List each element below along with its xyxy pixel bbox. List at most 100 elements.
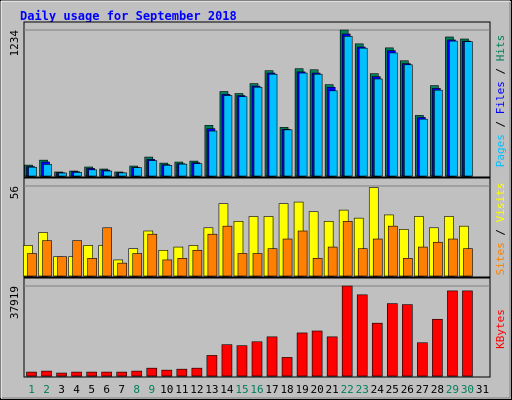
x-tick-label: 18: [280, 383, 293, 396]
bar: [372, 238, 383, 277]
bar: [371, 322, 383, 377]
bar: [73, 172, 82, 177]
bar: [343, 36, 353, 177]
bar: [176, 368, 188, 377]
bar: [86, 371, 97, 377]
chart-title: Daily usage for September 2018: [20, 9, 237, 23]
x-tick-label: 25: [386, 383, 399, 396]
x-tick-label: 10: [160, 383, 173, 396]
bar: [251, 341, 263, 377]
x-tick-label: 29: [446, 383, 459, 396]
bar: [463, 248, 473, 277]
bar: [282, 238, 293, 277]
bar: [238, 96, 248, 177]
bar: [132, 253, 143, 277]
bar: [56, 372, 67, 377]
x-tick-label: 2: [43, 383, 50, 396]
bar: [28, 166, 37, 177]
bar: [417, 342, 428, 377]
bar: [298, 72, 308, 177]
bar: [373, 78, 383, 177]
bar: [296, 332, 308, 377]
bar: [207, 233, 218, 277]
bar: [402, 304, 413, 377]
bar: [433, 241, 443, 277]
bar: [178, 163, 188, 177]
bar: [236, 345, 248, 377]
bar: [252, 253, 263, 277]
bar: [283, 129, 293, 177]
y-tick-label: 1234: [8, 30, 21, 57]
bar: [102, 227, 112, 277]
bar: [328, 90, 338, 177]
bar: [253, 86, 263, 177]
legend-separator: /: [494, 114, 507, 134]
x-tick-label: 24: [371, 383, 385, 396]
bar: [326, 336, 338, 377]
x-tick-label: 1: [28, 383, 35, 396]
x-tick-label: 9: [148, 383, 155, 396]
x-tick-label: 6: [103, 383, 110, 396]
y-tick-label: 56: [8, 186, 21, 199]
bar: [131, 370, 143, 377]
bar: [87, 258, 97, 277]
bar: [356, 294, 368, 377]
bar: [342, 221, 353, 277]
x-tick-label: 26: [401, 383, 414, 396]
bar: [27, 253, 37, 277]
x-tick-label: 31: [476, 383, 489, 396]
bar: [297, 230, 308, 277]
x-tick-label: 19: [295, 383, 308, 396]
bar: [192, 249, 203, 277]
y-tick-label: 37919: [8, 286, 21, 319]
legend: KBytes: [494, 309, 507, 349]
bar: [72, 240, 82, 277]
x-tick-label: 14: [220, 383, 234, 396]
bar: [58, 172, 67, 177]
x-tick-label: 27: [416, 383, 429, 396]
bar: [267, 248, 278, 277]
legend: Pages / Files / Hits: [494, 35, 507, 168]
x-tick-label: 11: [175, 383, 188, 396]
bar: [71, 371, 82, 377]
x-tick-label: 4: [73, 383, 80, 396]
bar: [26, 371, 37, 377]
bar: [147, 233, 158, 277]
bar: [434, 89, 443, 177]
bar: [266, 336, 278, 377]
bar: [88, 169, 97, 177]
bar: [161, 369, 173, 377]
x-tick-label: 16: [250, 383, 263, 396]
legend-entry: Sites: [494, 242, 507, 275]
x-tick-label: 12: [190, 383, 203, 396]
bar: [386, 303, 398, 377]
bar: [116, 371, 128, 377]
bar: [57, 256, 67, 277]
x-tick-label: 28: [431, 383, 444, 396]
bar: [193, 163, 203, 177]
x-tick-label: 7: [118, 383, 125, 396]
bar: [268, 73, 278, 177]
bar: [42, 240, 52, 277]
legend-entry: KBytes: [494, 309, 507, 349]
bar: [163, 165, 173, 177]
bar: [448, 238, 458, 277]
x-tick-label: 21: [326, 383, 339, 396]
bar: [162, 259, 173, 277]
legend-separator: /: [494, 61, 507, 81]
legend-separator: /: [494, 222, 507, 242]
bar: [41, 370, 52, 377]
bar: [388, 52, 398, 177]
bar: [312, 258, 323, 277]
bar: [387, 225, 398, 277]
bar: [464, 41, 473, 177]
bar: [118, 172, 128, 177]
x-tick-label: 22: [341, 383, 354, 396]
bar: [418, 246, 428, 277]
legend-entry: Files: [494, 81, 507, 114]
x-tick-label: 5: [88, 383, 95, 396]
x-tick-label: 23: [356, 383, 369, 396]
bar: [223, 95, 233, 177]
